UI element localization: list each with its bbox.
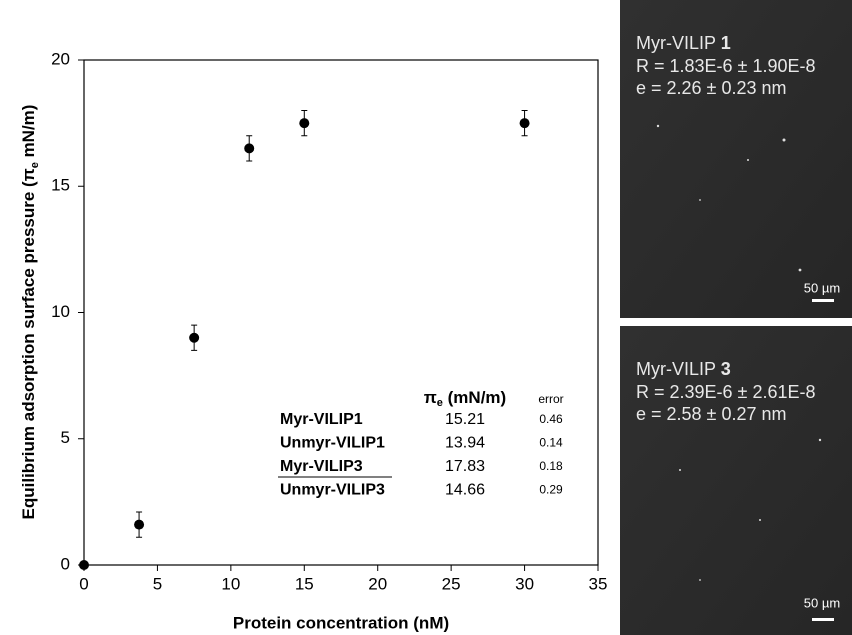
table-header-symbol: π: [424, 388, 437, 407]
y-tick-label: 10: [51, 302, 70, 321]
panel-r: R = 2.39E-6 ± 2.61E-8: [636, 382, 815, 402]
micrograph: [620, 0, 852, 318]
inset-table: πe (mN/m) error Myr-VILIP1 15.21 0.46 Unmyr…: [278, 388, 564, 499]
x-tick-label: 5: [153, 574, 162, 593]
table-header-sub: e: [437, 397, 443, 409]
y-axis-title: Equilibrium adsorption surface pressure …: [19, 105, 40, 520]
x-tick-label: 10: [221, 574, 240, 593]
scale-label: 50 µm: [804, 280, 840, 295]
y-axis-title-sub: e: [29, 162, 41, 168]
y-tick-label: 20: [51, 49, 70, 68]
x-axis-title: Protein concentration (nM): [233, 613, 449, 632]
scale-label: 50 µm: [804, 595, 840, 610]
row-name: Unmyr-VILIP3: [280, 482, 385, 499]
x-tick-label: 25: [442, 574, 461, 593]
y-axis-title-part: mN/m): [19, 105, 38, 163]
y-tick-label: 5: [61, 428, 70, 447]
row-error: 0.14: [539, 436, 563, 450]
panel-title: Myr-VILIP 1: [636, 33, 731, 53]
x-tick-label: 20: [368, 574, 387, 593]
data-point: [134, 519, 145, 530]
data-point: [519, 118, 530, 129]
table-header-unit: (mN/m): [443, 388, 506, 407]
x-tick-label: 15: [295, 574, 314, 593]
x-tick-label: 35: [589, 574, 608, 593]
panel-r: R = 1.83E-6 ± 1.90E-8: [636, 56, 815, 76]
row-name: Unmyr-VILIP1: [280, 435, 385, 452]
row-error: 0.18: [539, 459, 563, 473]
data-point: [79, 560, 89, 570]
panel-e: e = 2.26 ± 0.23 nm: [636, 78, 786, 98]
row-value: 13.94: [445, 435, 485, 452]
x-tick-label: 0: [79, 574, 88, 593]
table-header: error: [538, 392, 563, 406]
y-tick-label: 0: [61, 554, 70, 573]
panel-e: e = 2.58 ± 0.27 nm: [636, 404, 786, 424]
row-name: Myr-VILIP3: [280, 458, 363, 475]
panel-name: Myr-VILIP: [636, 359, 721, 379]
micrograph: [620, 326, 852, 635]
row-error: 0.29: [539, 483, 563, 497]
scale-bar: [812, 299, 834, 302]
panel-name: Myr-VILIP: [636, 33, 721, 53]
panel-number: 3: [721, 359, 731, 379]
table-header: πe (mN/m): [424, 388, 506, 408]
y-axis-title-part: Equilibrium adsorption surface pressure …: [19, 168, 38, 519]
data-point: [244, 143, 255, 154]
panel-title: Myr-VILIP 3: [636, 359, 731, 379]
data-point: [299, 118, 310, 129]
x-tick-label: 30: [515, 574, 534, 593]
panel-number: 1: [721, 33, 731, 53]
row-value: 17.83: [445, 458, 485, 475]
row-error: 0.46: [539, 412, 563, 426]
data-point: [189, 332, 200, 343]
scale-bar: [812, 618, 834, 621]
y-tick-label: 15: [51, 176, 70, 195]
speckles: [656, 124, 822, 581]
row-value: 14.66: [445, 482, 485, 499]
row-name: Myr-VILIP1: [280, 411, 363, 428]
row-value: 15.21: [445, 411, 485, 428]
